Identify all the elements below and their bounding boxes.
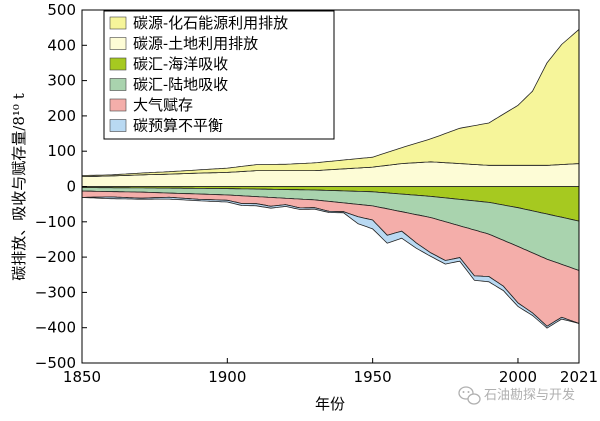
legend-swatch <box>109 37 127 50</box>
y-tick-label: 500 <box>47 1 76 19</box>
watermark: 石油勘探与开发 <box>458 386 575 405</box>
legend-swatch <box>109 119 127 132</box>
legend-box <box>103 10 335 140</box>
y-tick-label: −200 <box>35 248 76 266</box>
wechat-icon <box>458 386 481 405</box>
x-tick-label: 1900 <box>208 368 246 386</box>
x-tick-label: 1850 <box>63 368 101 386</box>
legend-label: 碳汇-海洋吸收 <box>133 55 228 73</box>
y-tick-label: −300 <box>35 283 76 301</box>
legend-label: 碳汇-陆地吸收 <box>133 76 228 94</box>
legend: 碳源-化石能源利用排放碳源-土地利用排放碳汇-海洋吸收碳汇-陆地吸收大气赋存碳预… <box>103 10 335 140</box>
legend-swatch <box>109 16 127 30</box>
legend-label: 碳源-土地利用排放 <box>133 35 258 53</box>
y-tick-label: −400 <box>35 319 76 337</box>
legend-swatch <box>109 98 127 112</box>
x-axis-title: 年份 <box>315 395 345 413</box>
x-tick-label: 1950 <box>354 368 392 386</box>
y-tick-label: −500 <box>35 354 76 372</box>
legend-swatch <box>109 78 127 91</box>
y-tick-label: 200 <box>47 107 76 125</box>
x-tick-label: 2000 <box>499 368 537 386</box>
y-tick-label: −100 <box>35 213 76 231</box>
y-axis-title: 碳排放、吸收与赋存量/8¹⁰ t <box>10 93 28 280</box>
y-tick-label: 300 <box>47 72 76 90</box>
y-tick-label: 0 <box>66 178 76 196</box>
y-tick-label: 400 <box>47 36 76 54</box>
stacked-areas <box>81 28 580 329</box>
legend-swatch <box>109 57 127 71</box>
legend-label: 碳预算不平衡 <box>133 117 223 135</box>
legend-label: 大气赋存 <box>133 96 193 114</box>
watermark-text: 石油勘探与开发 <box>484 387 575 403</box>
axes: 1850 1900 1950 2000 2021 500 400 300 200 100 0 −100… <box>35 1 598 386</box>
x-tick-label: 2021 <box>560 368 598 386</box>
y-tick-label: 100 <box>47 142 76 160</box>
legend-label: 碳源-化石能源利用排放 <box>133 14 288 32</box>
